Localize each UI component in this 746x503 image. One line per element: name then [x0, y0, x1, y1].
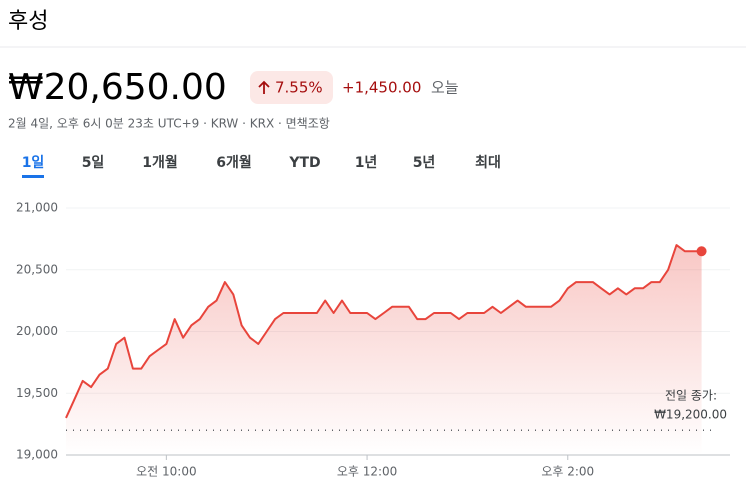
x-tick-label: 오전 10:00	[136, 465, 196, 479]
price-line	[65, 244, 702, 419]
stock-name: 후성	[8, 9, 48, 34]
previous-close-value: ₩19,200.00	[654, 408, 727, 422]
range-tab[interactable]: 최대	[475, 155, 501, 171]
change-badge	[250, 71, 333, 104]
range-tab[interactable]: 1년	[355, 155, 378, 171]
range-tab[interactable]: 5일	[82, 155, 105, 171]
range-tab[interactable]: YTD	[288, 155, 320, 171]
range-tabs: 1일 5일 1개월 6개월 YTD 1년 5년 최대	[22, 154, 501, 178]
previous-close-label: 전일 종가:	[665, 389, 717, 403]
area-fill	[66, 245, 702, 455]
range-tab[interactable]: 1일	[22, 155, 45, 171]
chart: 19,000 19,500 20,000 20,500 21,000 오전 10:00 오후…	[16, 201, 730, 479]
range-tab[interactable]: 6개월	[216, 154, 252, 171]
change-percent: 7.55%	[275, 79, 323, 97]
y-tick-label: 21,000	[16, 201, 58, 215]
active-tab-underline	[22, 175, 44, 178]
range-tab[interactable]: 1개월	[142, 154, 178, 171]
period: 오늘	[431, 79, 459, 97]
meta-info: 2월 4일, 오후 6시 0분 23초 UTC+9 · KRW · KRX · …	[8, 116, 330, 131]
range-tab[interactable]: 5년	[413, 155, 436, 171]
y-tick-label: 19,500	[16, 386, 58, 400]
last-price-dot	[696, 246, 707, 257]
x-tick-label: 오후 2:00	[541, 465, 594, 479]
y-tick-label: 20,500	[16, 262, 58, 276]
price: ₩20,650.00	[8, 67, 227, 108]
y-tick-label: 20,000	[16, 324, 58, 338]
up-arrow	[258, 80, 270, 94]
change-amount: +1,450.00	[342, 79, 421, 97]
y-tick-label: 19,000	[16, 448, 58, 462]
x-tick-label: 오후 12:00	[337, 465, 397, 479]
